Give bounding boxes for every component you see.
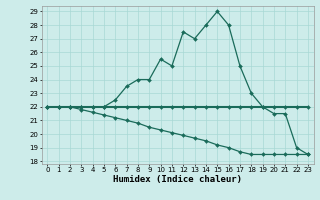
X-axis label: Humidex (Indice chaleur): Humidex (Indice chaleur) xyxy=(113,175,242,184)
